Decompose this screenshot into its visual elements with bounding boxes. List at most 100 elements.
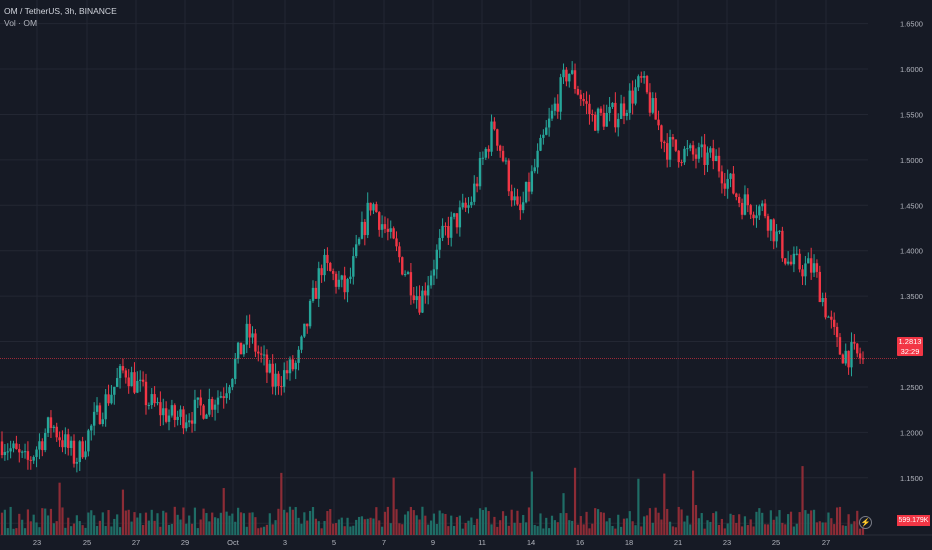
volume-bar <box>395 509 398 535</box>
candle-body <box>487 148 490 152</box>
volume-bar <box>75 515 78 535</box>
candle-body <box>749 205 752 215</box>
candle-body <box>818 271 822 303</box>
volume-bar <box>185 523 188 535</box>
candle-body <box>251 333 254 338</box>
candle-body <box>697 147 701 159</box>
candle-body <box>772 219 775 242</box>
candle-body <box>726 178 729 189</box>
volume-bar <box>288 506 292 535</box>
volume-bar <box>283 509 286 535</box>
volume-bar <box>360 516 364 535</box>
volume-bar <box>617 514 620 535</box>
lightning-icon[interactable]: ⚡ <box>859 516 872 529</box>
candle-body <box>64 434 67 448</box>
candle-body <box>654 98 657 120</box>
candle-body <box>827 316 830 318</box>
volume-bar <box>530 471 533 535</box>
candle-body <box>856 343 859 354</box>
candle-body <box>835 326 839 338</box>
volume-bar <box>357 516 361 535</box>
volume-bar <box>833 524 836 535</box>
candle-body <box>585 101 588 104</box>
volume-bar <box>104 526 107 535</box>
candle-body <box>424 290 427 296</box>
candle-body <box>689 145 692 149</box>
candle-body <box>619 103 623 119</box>
volume-bar <box>484 507 487 535</box>
volume-bar <box>602 512 605 535</box>
volume-bar <box>26 509 30 535</box>
volume-bar <box>196 528 199 535</box>
x-tick-label: 14 <box>527 538 535 547</box>
volume-bar <box>254 517 257 535</box>
candle-body <box>461 202 464 208</box>
volume-bar <box>61 507 64 535</box>
volume-bar <box>23 528 27 535</box>
candle-body <box>761 203 764 207</box>
volume-bar <box>749 519 752 535</box>
candle-body <box>403 274 407 276</box>
candle-body <box>539 137 542 151</box>
candle-body <box>216 397 220 405</box>
volume-bar <box>738 514 741 535</box>
volume-bar <box>190 523 194 535</box>
candle-body <box>245 323 248 345</box>
volume-bar <box>723 528 726 535</box>
volume-bar <box>801 466 804 535</box>
volume-bar <box>501 511 505 535</box>
candle-body <box>179 409 182 417</box>
volume-bar <box>257 528 260 535</box>
candle-body <box>291 359 295 370</box>
volume-bar <box>372 518 375 535</box>
candle-body <box>498 145 502 151</box>
candle-body <box>133 372 136 393</box>
volume-bar <box>594 508 597 535</box>
volume-bar <box>18 513 21 535</box>
volume-bar <box>611 525 614 535</box>
volume-bar <box>412 510 415 535</box>
candle-body <box>340 275 343 280</box>
candle-body <box>395 238 398 247</box>
candle-body <box>781 230 784 259</box>
volume-bar <box>815 522 819 535</box>
volume-bar <box>859 528 862 535</box>
volume-bar <box>755 511 758 535</box>
candle-body <box>81 441 84 458</box>
candle-body <box>248 323 251 338</box>
volume-bar <box>329 509 332 535</box>
candle-body <box>23 451 27 453</box>
candle-body <box>78 441 81 463</box>
volume-bar <box>21 519 24 535</box>
y-tick-label: 1.6500 <box>900 20 923 29</box>
volume-bar <box>640 526 643 535</box>
candle-body <box>35 449 38 457</box>
volume-bar <box>553 520 556 535</box>
candle-body <box>737 196 741 203</box>
candle-body <box>101 419 104 424</box>
y-tick-label: 1.2500 <box>900 383 923 392</box>
volume-bar <box>84 527 87 535</box>
volume-bar <box>717 524 721 535</box>
volume-bar <box>398 523 401 535</box>
x-tick-label: 16 <box>576 538 584 547</box>
volume-bar <box>182 507 185 535</box>
volume-bar <box>306 520 309 535</box>
volume-bar <box>625 518 628 535</box>
volume-bar <box>740 526 744 535</box>
candle-body <box>513 196 516 201</box>
volume-bar <box>706 520 709 535</box>
candle-body <box>634 87 637 104</box>
candle-body <box>259 353 263 355</box>
volume-bar <box>660 519 663 535</box>
volume-bar <box>29 521 32 535</box>
volume-bar <box>378 520 381 535</box>
volume-bar <box>458 515 461 535</box>
volume-bar <box>579 516 582 535</box>
x-tick-label: 5 <box>332 538 336 547</box>
volume-bar <box>559 513 562 535</box>
volume-bar <box>507 525 510 535</box>
candle-body <box>72 440 76 464</box>
volume-bar <box>44 508 47 535</box>
